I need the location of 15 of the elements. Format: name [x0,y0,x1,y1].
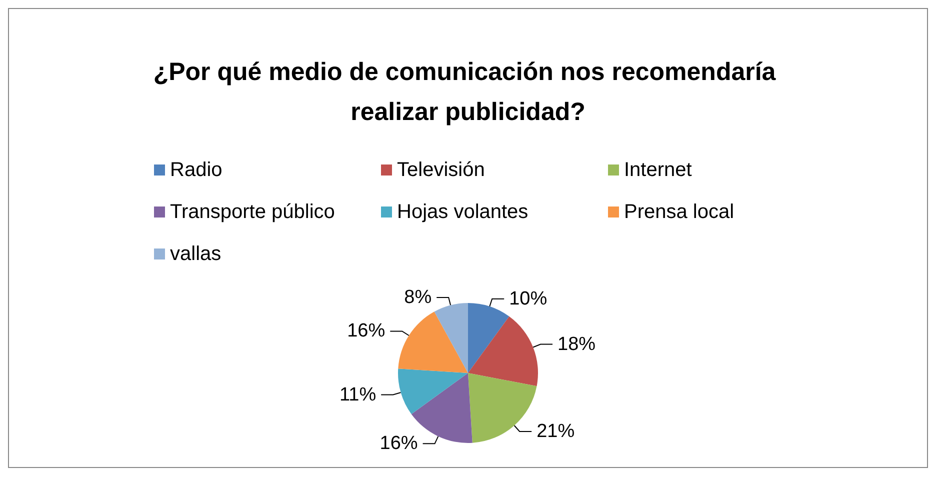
data-label: 18% [558,334,596,355]
legend-label: Transporte público [170,201,335,223]
legend-label: vallas [170,243,222,265]
data-label: 21% [536,421,575,442]
data-label: 8% [404,286,432,308]
legend-label: Televisión [397,159,485,181]
legend-label: Radio [170,159,222,181]
data-label: 16% [380,433,418,454]
data-label: 16% [347,320,386,342]
data-label: 11% [339,384,376,406]
legend-label: Prensa local [624,201,734,223]
legend-label: Hojas volantes [397,201,528,223]
data-label: 10% [509,288,548,310]
legend-label: Internet [624,159,692,181]
chart-title: ¿Por qué medio de comunicación nos recomendaría realizar publicidad? [153,58,783,126]
